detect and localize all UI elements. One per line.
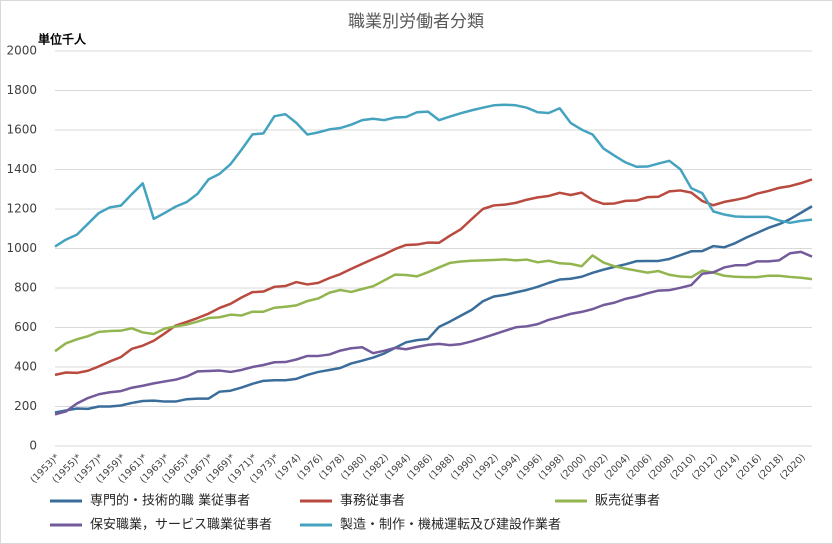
series-line — [54, 250, 813, 416]
legend-label: 製造・制作・機械運転及び建設作業者 — [340, 517, 561, 533]
legend-label: 専門的・技術的職 業従事者 — [90, 493, 250, 509]
y-tick-label: 1400 — [6, 162, 37, 176]
y-tick-label: 1200 — [6, 202, 37, 216]
series-line — [54, 103, 813, 248]
series-line — [54, 205, 813, 414]
legend-label: 保安職業，サービス職業従事者 — [90, 517, 272, 533]
y-tick-label: 800 — [14, 281, 37, 295]
series-line — [54, 254, 813, 353]
legend-label: 事務従事者 — [340, 494, 405, 509]
series-line — [54, 178, 813, 377]
y-tick-label: 1000 — [6, 241, 37, 255]
y-tick-label: 0 — [29, 439, 37, 453]
chart-title: 職業別労働者分類 — [348, 12, 484, 32]
y-tick-label: 200 — [14, 399, 37, 413]
y-tick-label: 400 — [14, 360, 37, 374]
y-tick-label: 1600 — [6, 123, 37, 137]
y-unit: 単位千人 — [38, 32, 87, 47]
legend-label: 販売従事者 — [595, 493, 660, 509]
y-tick-label: 2000 — [6, 44, 37, 58]
y-tick-label: 600 — [14, 320, 37, 334]
y-tick-label: 1800 — [6, 83, 37, 97]
